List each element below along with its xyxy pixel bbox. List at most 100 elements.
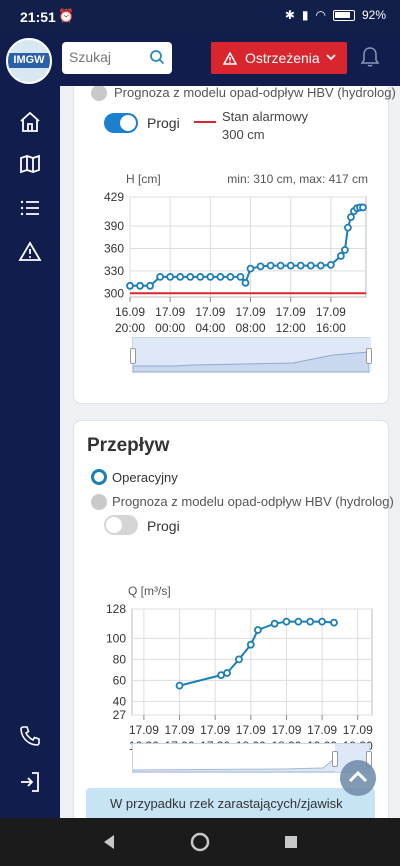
chevron-up-icon — [348, 770, 368, 783]
y-tick-label: 300 — [104, 286, 124, 300]
forecast-label: Prognoza z modelu opad-odpływ HBV (hydro… — [114, 86, 396, 100]
battery-icon — [332, 9, 355, 21]
app-header: IMGW Ostrzeżenia — [0, 34, 400, 86]
home-button-icon[interactable] — [190, 832, 210, 852]
y-tick-label: 60 — [113, 673, 127, 687]
login-icon[interactable] — [18, 770, 42, 794]
warnings-label: Ostrzeżenia — [245, 50, 320, 66]
level-range-navigator[interactable] — [130, 337, 372, 373]
data-point — [316, 261, 325, 270]
alarm-legend-line1: Stan alarmowy — [222, 109, 308, 124]
y-axis-label: Q [m³/s] — [128, 584, 171, 598]
status-bar: 21:51 ⏰ ✱ ▮ ◠ 92% — [0, 0, 400, 34]
list-icon[interactable] — [18, 196, 42, 220]
water-level-chart: H [cm] min: 310 cm, max: 417 cm 300 330 360 3… — [104, 172, 368, 335]
status-time: 21:51 — [20, 9, 56, 25]
data-point — [294, 617, 303, 626]
series-line — [130, 206, 363, 287]
x-tick-date: 17.09 — [316, 305, 346, 319]
status-icons: ✱ ▮ ◠ 92% — [285, 8, 386, 22]
battery-percent: 92% — [361, 8, 386, 22]
flow-thresholds-label: Progi — [147, 518, 180, 534]
flow-card: Przepływ Operacyjny Prognoza z modelu op… — [73, 420, 394, 818]
x-tick-date: 17.09 — [271, 723, 301, 737]
phone-icon[interactable] — [18, 724, 42, 748]
data-point — [236, 272, 245, 281]
data-point — [196, 272, 205, 281]
toggle-knob — [120, 115, 136, 131]
search-input[interactable] — [69, 42, 149, 72]
logo-text: IMGW — [8, 53, 50, 68]
imgw-logo[interactable]: IMGW — [6, 38, 52, 84]
warning-icon[interactable] — [18, 240, 42, 264]
x-tick-time: 12:00 — [276, 321, 306, 335]
data-point — [256, 262, 265, 271]
x-tick-time: 16:00 — [316, 321, 346, 335]
y-axis-label: H [cm] — [126, 172, 161, 186]
sidebar — [0, 86, 60, 818]
data-point — [318, 617, 326, 626]
x-tick-date: 17.09 — [276, 305, 306, 319]
flow-range-navigator[interactable] — [132, 743, 372, 773]
warnings-button[interactable]: Ostrzeżenia — [211, 42, 347, 74]
data-point — [296, 261, 305, 270]
forecast-radio[interactable] — [91, 86, 107, 101]
flow-thresholds-toggle[interactable] — [104, 515, 138, 535]
main-content: Prognoza z modelu opad-odpływ HBV (hydro… — [60, 86, 400, 818]
data-point — [176, 272, 185, 281]
alarm-legend-line — [194, 121, 216, 123]
x-tick-date: 17.09 — [235, 305, 265, 319]
data-point — [156, 272, 165, 281]
data-point — [336, 252, 345, 260]
data-point — [326, 261, 335, 269]
y-tick-label: 390 — [104, 219, 124, 233]
x-tick-date: 17.09 — [200, 723, 230, 737]
y-tick-label: 360 — [104, 241, 124, 255]
x-tick-date: 17.09 — [195, 305, 225, 319]
x-tick-time: 08:00 — [235, 321, 265, 335]
flow-title: Przepływ — [87, 435, 170, 456]
data-point — [235, 655, 243, 664]
thresholds-toggle[interactable] — [104, 113, 138, 133]
data-point — [146, 281, 154, 290]
map-icon[interactable] — [18, 152, 42, 176]
navigator-right-handle[interactable] — [366, 348, 372, 364]
flow-forecast-radio[interactable] — [91, 494, 107, 510]
x-tick-date: 17.09 — [155, 305, 185, 319]
y-tick-label: 429 — [104, 190, 124, 204]
operational-radio[interactable] — [91, 469, 107, 485]
data-point — [246, 264, 255, 273]
wifi-icon: ◠ — [315, 8, 326, 22]
data-point — [216, 272, 225, 281]
x-tick-date: 17.09 — [165, 723, 195, 737]
data-point — [359, 203, 367, 212]
home-icon[interactable] — [18, 110, 42, 134]
scroll-top-button[interactable] — [340, 760, 376, 796]
bell-icon[interactable] — [360, 46, 380, 68]
data-point — [186, 272, 195, 281]
data-point — [206, 272, 215, 281]
data-point — [282, 617, 291, 626]
navigator-left-handle[interactable] — [332, 751, 338, 767]
back-icon[interactable] — [102, 834, 116, 850]
search-icon[interactable] — [149, 49, 165, 65]
x-tick-time: 04:00 — [195, 321, 225, 335]
data-point — [254, 626, 262, 634]
data-point — [136, 281, 144, 290]
data-point — [175, 681, 184, 690]
recents-icon[interactable] — [284, 835, 298, 849]
y-tick-label: 80 — [113, 652, 127, 666]
search-box — [62, 42, 172, 74]
data-point — [270, 619, 279, 628]
water-level-card: Prognoza z modelu opad-odpływ HBV (hydro… — [73, 86, 396, 404]
y-tick-label: 100 — [106, 631, 126, 645]
data-point — [223, 669, 231, 677]
data-point — [226, 272, 235, 281]
data-point — [341, 246, 349, 254]
navigator-left-handle[interactable] — [130, 348, 136, 364]
data-point — [330, 618, 338, 627]
chart-annotation: min: 310 cm, max: 417 cm — [227, 172, 368, 186]
data-point — [306, 261, 315, 270]
x-tick-time: 00:00 — [155, 321, 185, 335]
data-point — [166, 272, 175, 281]
